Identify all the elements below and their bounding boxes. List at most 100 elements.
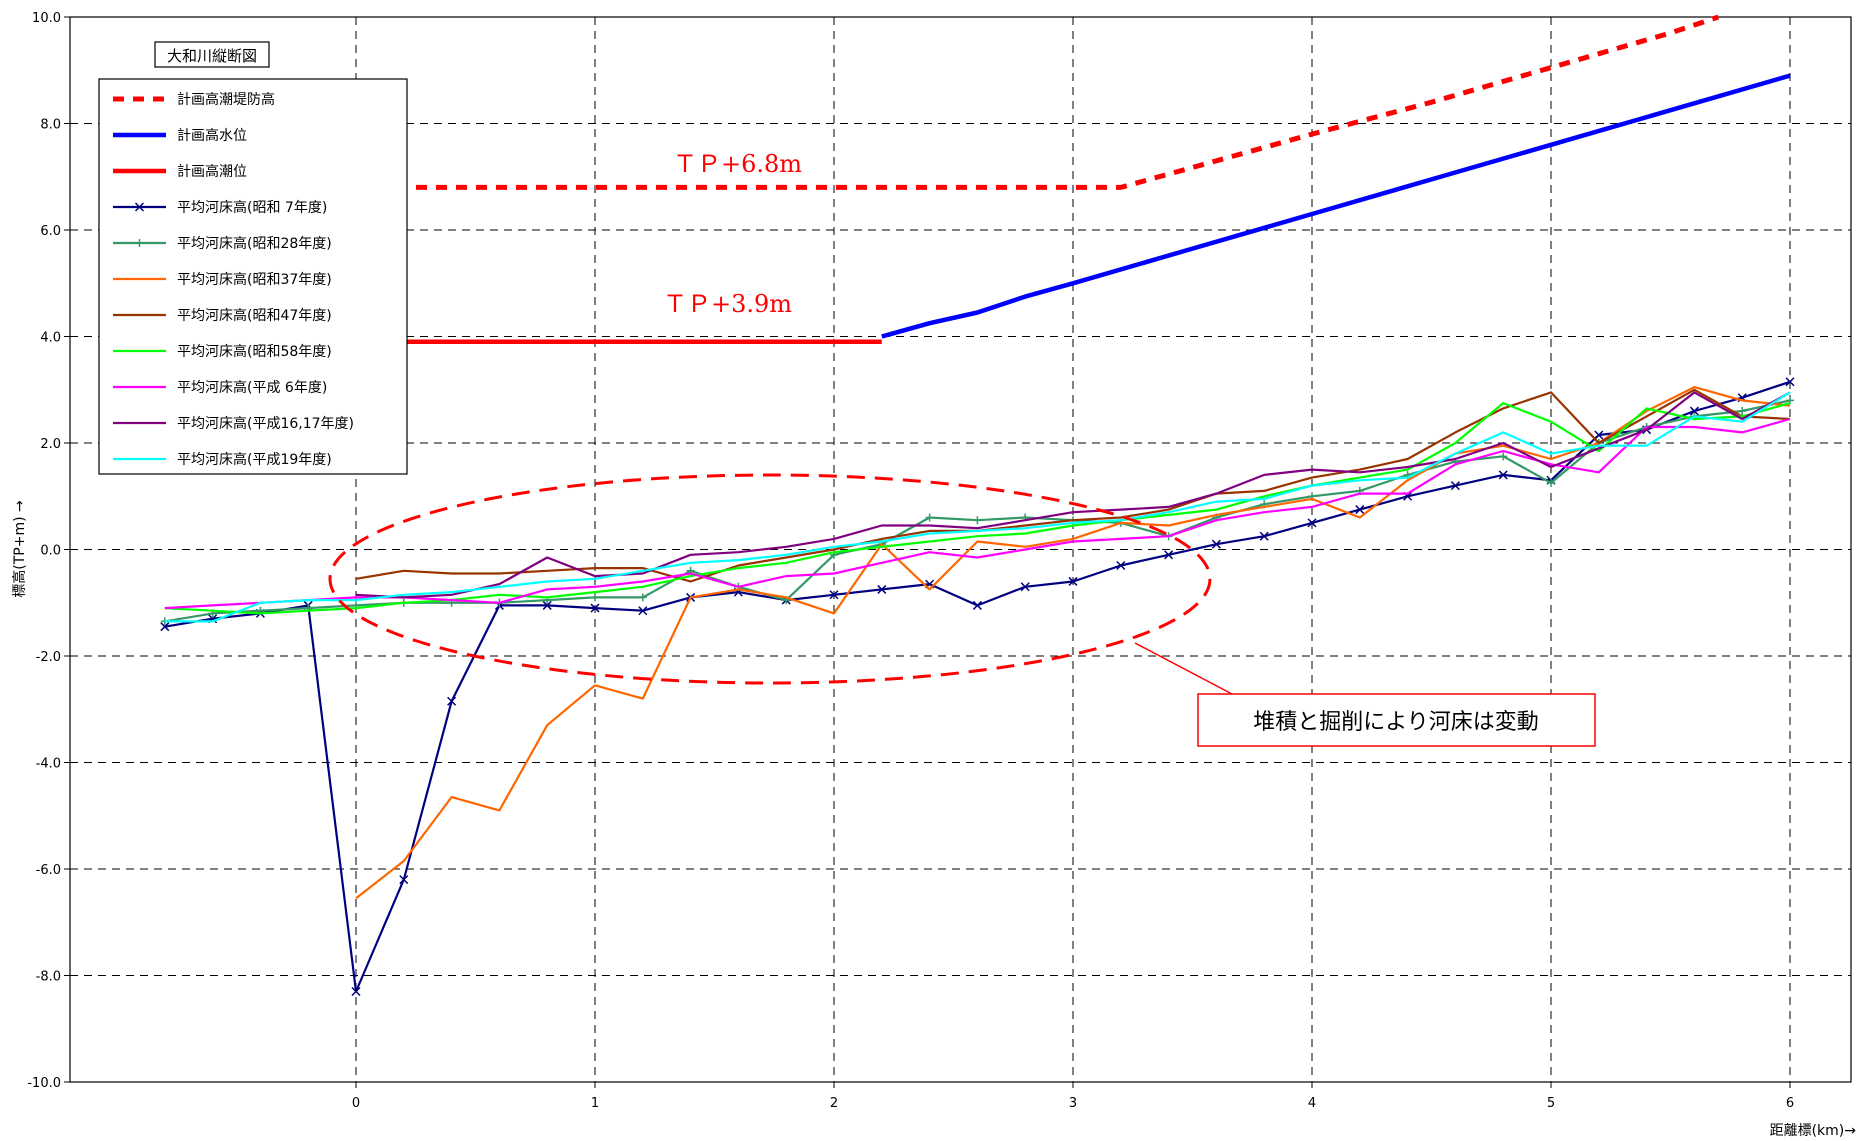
y-tick-label: -8.0: [36, 970, 61, 985]
legend-item-3: 平均河床高(昭和 7年度): [113, 199, 327, 216]
data-point: [1785, 377, 1795, 387]
legend-label: 平均河床高(昭和28年度): [177, 235, 332, 252]
chart-title-box: [154, 41, 270, 68]
data-point: [1116, 560, 1126, 571]
x-tick-label: 0: [352, 1096, 360, 1111]
series-1: [881, 73, 1791, 339]
legend-label: 計画高水位: [177, 127, 247, 144]
legend-item-7: 平均河床高(昭和58年度): [113, 343, 332, 360]
data-point: [1355, 505, 1365, 515]
legend-item-10: 平均河床高(平成19年度): [113, 451, 332, 468]
series-line-5: [355, 386, 1791, 900]
data-point: [973, 516, 982, 525]
legend-label: 計画高潮堤防高: [177, 91, 275, 108]
legend-item-5: 平均河床高(昭和37年度): [113, 271, 332, 288]
legend-marker: [135, 239, 144, 247]
y-tick-label: -6.0: [36, 863, 61, 878]
series-5: [355, 386, 1791, 900]
legend-item-8: 平均河床高(平成 6年度): [113, 379, 327, 396]
data-point: [1786, 396, 1794, 405]
data-point: [1594, 430, 1604, 440]
data-point: [1164, 550, 1174, 560]
series-10: [164, 391, 1791, 623]
callout-box: [1197, 693, 1596, 747]
data-point: [1498, 470, 1508, 480]
legend-marker: [134, 202, 145, 212]
legend-item-9: 平均河床高(平成16,17年度): [113, 415, 354, 432]
data-point: [972, 600, 982, 610]
data-point: [160, 622, 170, 632]
legend-label: 平均河床高(昭和47年度): [177, 307, 332, 324]
series-line-8: [164, 417, 1791, 610]
x-axis-label: 距離標(km)→: [1770, 1122, 1857, 1139]
series-line-10: [164, 391, 1791, 623]
data-point: [1307, 518, 1317, 528]
legend-item-4: 平均河床高(昭和28年度): [113, 235, 332, 252]
data-point: [447, 696, 457, 706]
data-point: [1450, 481, 1460, 491]
series-7: [164, 402, 1791, 615]
series-layer: [160, 14, 1795, 997]
series-8: [164, 417, 1791, 610]
series-line-9: [355, 391, 1791, 599]
annotation-tp-high: ＴＰ+6.8m: [673, 150, 802, 178]
data-point: [399, 875, 409, 885]
legend-label: 平均河床高(昭和 7年度): [177, 199, 327, 216]
data-point: [351, 986, 361, 997]
y-tick-label: 8.0: [40, 118, 61, 133]
y-axis-ticks: -10.0 -8.0 -6.0 -4.0 -2.0 0.0 2.0 4.0 6.0 8.0 10.0: [27, 11, 70, 1091]
legend: [98, 78, 408, 475]
data-point: [1547, 478, 1555, 487]
data-point: [1020, 582, 1030, 592]
chart-title: 大和川縦断図: [167, 47, 257, 65]
data-point: [1738, 407, 1747, 416]
y-axis-label: 標高(TP+m) →: [11, 500, 28, 598]
legend-label: 平均河床高(昭和37年度): [177, 271, 332, 288]
legend-label: 平均河床高(平成 6年度): [177, 379, 327, 396]
y-tick-label: 0.0: [40, 544, 61, 559]
data-point: [591, 593, 599, 602]
x-tick-label: 2: [830, 1096, 838, 1111]
y-tick-label: 6.0: [40, 224, 61, 239]
series-line-0: [356, 14, 1720, 190]
data-point: [542, 600, 552, 610]
x-tick-label: 3: [1069, 1096, 1077, 1111]
x-axis-ticks: 0 1 2 3 4 5 6: [352, 1082, 1794, 1111]
data-point: [829, 590, 839, 600]
legend-item-2: 計画高潮位: [113, 163, 247, 180]
y-tick-label: -10.0: [27, 1076, 61, 1091]
data-point: [1499, 452, 1508, 461]
data-point: [590, 603, 600, 613]
data-point: [925, 513, 934, 522]
legend-item-6: 平均河床高(昭和47年度): [113, 307, 332, 324]
y-tick-label: 4.0: [40, 331, 61, 346]
series-9: [355, 391, 1791, 599]
data-point: [1689, 406, 1699, 416]
y-tick-label: 10.0: [32, 11, 61, 26]
x-tick-label: 5: [1547, 1096, 1555, 1111]
data-point: [638, 606, 648, 616]
legend-label: 平均河床高(平成19年度): [177, 451, 332, 468]
deposition-ellipse: [328, 473, 1212, 685]
data-point: [1211, 539, 1221, 549]
series-line-6: [355, 388, 1791, 583]
x-tick-label: 6: [1786, 1096, 1794, 1111]
series-0: [356, 14, 1720, 190]
series-6: [355, 388, 1791, 583]
legend-label: 平均河床高(平成16,17年度): [177, 415, 354, 432]
y-tick-label: -2.0: [36, 650, 61, 665]
series-line-7: [164, 402, 1791, 615]
legend-label: 平均河床高(昭和58年度): [177, 343, 332, 360]
callout-leader: [1134, 642, 1233, 695]
annotation-tp-low: ＴＰ+3.9m: [663, 290, 792, 318]
y-tick-label: -4.0: [36, 757, 61, 772]
legend-item-0: 計画高潮堤防高: [113, 91, 275, 108]
legend-label: 計画高潮位: [177, 163, 247, 180]
callout-text: 堆積と掘削により河床は変動: [1253, 710, 1539, 735]
data-point: [877, 584, 887, 594]
data-point: [1259, 531, 1269, 541]
series-line-1: [881, 73, 1791, 339]
data-point: [638, 593, 647, 602]
